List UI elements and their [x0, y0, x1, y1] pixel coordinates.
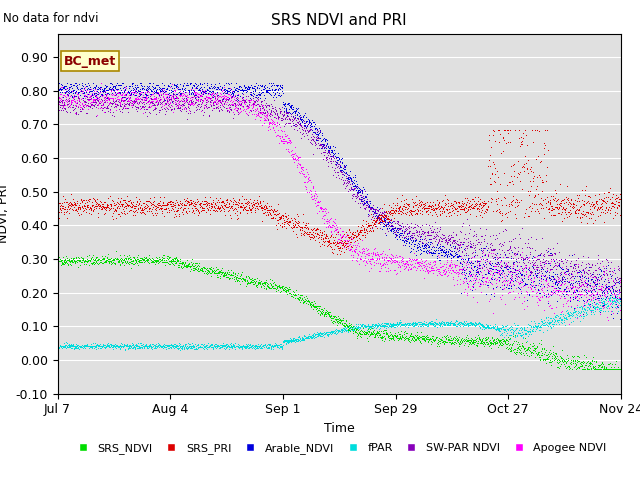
- Text: BC_met: BC_met: [63, 55, 116, 68]
- Text: No data for ndvi: No data for ndvi: [3, 12, 99, 25]
- Y-axis label: NDVI, PRI: NDVI, PRI: [0, 184, 10, 243]
- Legend: SRS_NDVI, SRS_PRI, Arable_NDVI, fPAR, SW-PAR NDVI, Apogee NDVI: SRS_NDVI, SRS_PRI, Arable_NDVI, fPAR, SW…: [67, 438, 611, 458]
- Title: SRS NDVI and PRI: SRS NDVI and PRI: [271, 13, 407, 28]
- X-axis label: Time: Time: [324, 422, 355, 435]
